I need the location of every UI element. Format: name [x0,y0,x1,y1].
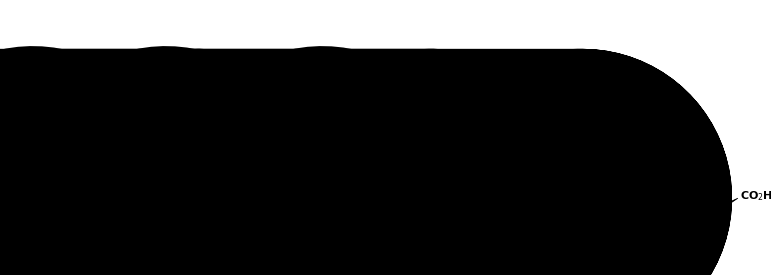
Text: use ozonolysis to make
the dicarboxylic acid
from an alkene: use ozonolysis to make the dicarboxylic … [185,124,299,157]
Text: CO$_2$H: CO$_2$H [739,189,771,203]
Polygon shape [251,77,265,85]
Text: Br: Br [268,198,282,208]
Text: CO$_2$H: CO$_2$H [267,68,300,82]
Polygon shape [451,68,465,86]
Text: substituted cyclohexene
can be made via a
Diels-Alder reaction: substituted cyclohexene can be made via … [315,124,435,157]
Text: HO$_2$C: HO$_2$C [160,68,194,82]
Text: CO$_2$H: CO$_2$H [642,189,675,203]
Text: Br: Br [494,76,508,86]
Polygon shape [196,77,210,85]
Text: KOH / EtOH: KOH / EtOH [309,166,375,176]
Text: Br$_2$ uv: Br$_2$ uv [198,161,236,175]
Text: heat: heat [329,176,355,186]
Polygon shape [536,68,550,86]
Polygon shape [727,198,738,206]
Polygon shape [371,68,386,86]
Text: or NBS: or NBS [197,174,237,184]
Text: elimination: elimination [317,208,368,216]
Text: radical: radical [202,208,232,216]
Text: H$_2$C=CH$_2$: H$_2$C=CH$_2$ [443,161,495,175]
Text: ozonolysis: ozonolysis [602,208,649,216]
Text: diene can be made
by elimination of the
allylic halide: diene can be made by elimination of the … [442,124,544,157]
Text: heat: heat [456,174,483,184]
Text: halogenation: halogenation [187,215,247,224]
Polygon shape [678,198,689,206]
Text: O$_3$ then H$_2$O$_2$: O$_3$ then H$_2$O$_2$ [588,163,664,176]
Text: Diels-Alder: Diels-Alder [444,208,493,216]
Text: allylic bromide can
be
made from the
hydrocarbon: allylic bromide can be made from the hyd… [564,124,656,169]
Polygon shape [291,68,305,86]
